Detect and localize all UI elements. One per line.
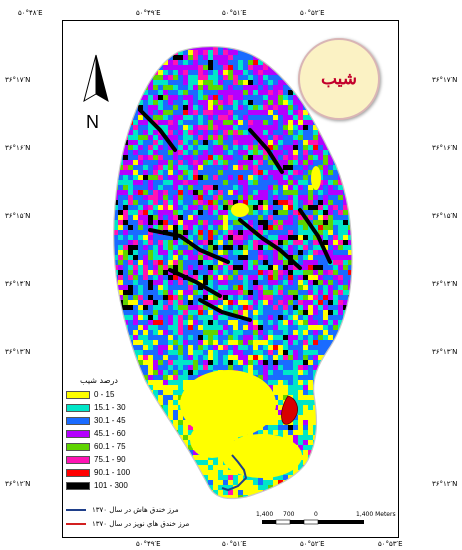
right-tick-label: ۳۶°۱۲′N — [432, 480, 458, 488]
top-tick-label: ۵۰°۵۱′E — [222, 9, 247, 17]
legend-line-label: مرز خندق هاي نوپز در سال ۱۳۷۰ — [92, 520, 190, 528]
right-tick-label: ۳۶°۱۴′N — [432, 280, 458, 288]
legend-label: 45.1 - 60 — [94, 429, 126, 438]
top-tick-label: ۵۰°۴۹′E — [136, 9, 161, 17]
legend-swatch — [66, 455, 90, 464]
right-tick-label: ۳۶°۱۷′N — [432, 76, 458, 84]
scale-label: 700 — [283, 511, 295, 518]
north-arrow-icon — [83, 54, 109, 103]
top-tick-label: ۵۰°۵۲′E — [300, 9, 325, 17]
legend-line-item: مرز خندق هاي نوپز در سال ۱۳۷۰ — [66, 520, 189, 528]
legend-item: 75.1 - 90 — [66, 453, 130, 466]
gully-boundary-red — [281, 395, 298, 425]
scale-label: 1,400 Meters — [356, 511, 396, 518]
left-tick-label: ۳۶°۱۵′N — [5, 212, 31, 220]
scale-label: 1,400 — [256, 511, 274, 518]
legend-item: 30.1 - 45 — [66, 414, 130, 427]
legend-title: درصد شیب — [80, 376, 118, 385]
bottom-tick-label: ۵۰°۵۳′E — [378, 540, 403, 548]
left-tick-label: ۳۶°۱۳′N — [5, 348, 31, 356]
legend-label: 30.1 - 45 — [94, 416, 126, 425]
right-tick-label: ۳۶°۱۵′N — [432, 212, 458, 220]
basin-boundary — [113, 45, 353, 500]
legend-swatch — [66, 429, 90, 438]
legend-swatch — [66, 442, 90, 451]
bottom-tick-label: ۵۰°۵۱′E — [222, 540, 247, 548]
top-tick-label: ۵۰°۴۸′E — [18, 9, 43, 17]
legend-swatch — [66, 403, 90, 412]
north-label: N — [86, 112, 99, 132]
left-tick-label: ۳۶°۱۶′N — [5, 144, 31, 152]
legend-swatch — [66, 481, 90, 490]
legend-label: 75.1 - 90 — [94, 455, 126, 464]
gully-boundary-blue — [221, 454, 248, 492]
left-tick-label: ۳۶°۱۲′N — [5, 480, 31, 488]
legend-line-swatch — [66, 509, 86, 511]
scale-label: 0 — [314, 511, 318, 518]
legend: درصد شیب 0 - 15 15.1 - 30 30.1 - 45 45.1… — [66, 376, 130, 492]
scale-bar — [262, 519, 364, 525]
legend-label: 0 - 15 — [94, 390, 115, 399]
legend-line-swatch — [66, 523, 86, 525]
legend-item: 15.1 - 30 — [66, 401, 130, 414]
legend-label: 90.1 - 100 — [94, 468, 131, 477]
legend-label: 15.1 - 30 — [94, 403, 126, 412]
left-tick-label: ۳۶°۱۷′N — [5, 76, 31, 84]
bottom-tick-label: ۵۰°۵۲′E — [300, 540, 325, 548]
legend-item: 45.1 - 60 — [66, 427, 130, 440]
legend-swatch — [66, 416, 90, 425]
left-tick-label: ۳۶°۱۴′N — [5, 280, 31, 288]
legend-label: 60.1 - 75 — [94, 442, 126, 451]
legend-item: 90.1 - 100 — [66, 466, 130, 479]
right-tick-label: ۳۶°۱۶′N — [432, 144, 458, 152]
legend-line-item: مرز خندق هاش در سال ۱۳۷۰ — [66, 506, 179, 514]
legend-item: 60.1 - 75 — [66, 440, 130, 453]
title-badge: شیب — [298, 38, 380, 120]
legend-label: 101 - 300 — [94, 481, 128, 490]
legend-line-label: مرز خندق هاش در سال ۱۳۷۰ — [92, 506, 179, 514]
right-tick-label: ۳۶°۱۳′N — [432, 348, 458, 356]
legend-item: 0 - 15 — [66, 388, 130, 401]
legend-swatch — [66, 390, 90, 399]
map-title: شیب — [320, 69, 358, 89]
legend-swatch — [66, 468, 90, 477]
bottom-tick-label: ۵۰°۴۹′E — [136, 540, 161, 548]
legend-item: 101 - 300 — [66, 479, 130, 492]
